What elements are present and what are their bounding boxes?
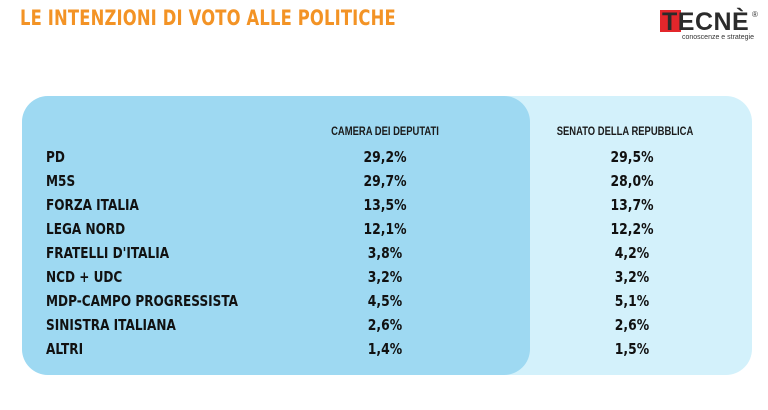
page-title: LE INTENZIONI DI VOTO ALLE POLITICHE [20, 6, 396, 30]
camera-value: 4,5% [367, 292, 403, 310]
senato-value: 3,2% [614, 268, 650, 286]
logo-tagline: conoscenze e strategie [682, 34, 754, 41]
camera-value: 29,7% [363, 172, 407, 190]
party-name: ALTRI [46, 340, 84, 358]
party-name: NCD + UDC [46, 268, 123, 286]
party-name: M5S [46, 172, 76, 190]
party-name: SINISTRA ITALIANA [46, 316, 176, 334]
column-header-camera: CAMERA DEI DEPUTATI [331, 126, 439, 138]
party-name: MDP-CAMPO PROGRESSISTA [46, 292, 239, 310]
camera-value: 12,1% [363, 220, 407, 238]
camera-panel [22, 96, 530, 375]
camera-value: 1,4% [367, 340, 403, 358]
senato-value: 5,1% [614, 292, 650, 310]
table-row: LEGA NORD 12,1% 12,2% [0, 220, 768, 244]
table-row: FRATELLI D'ITALIA 3,8% 4,2% [0, 244, 768, 268]
column-header-senato: SENATO DELLA REPUBBLICA [556, 126, 694, 138]
camera-value: 2,6% [367, 316, 403, 334]
senato-value: 4,2% [614, 244, 650, 262]
party-name: LEGA NORD [46, 220, 126, 238]
senato-value: 1,5% [614, 340, 650, 358]
table-row: PD 29,2% 29,5% [0, 148, 768, 172]
party-name: PD [46, 148, 65, 166]
camera-value: 13,5% [363, 196, 407, 214]
logo-registered-mark: ® [752, 10, 758, 19]
senato-value: 29,5% [610, 148, 654, 166]
table-row: NCD + UDC 3,2% 3,2% [0, 268, 768, 292]
camera-value: 3,2% [367, 268, 403, 286]
table-row: ALTRI 1,4% 1,5% [0, 340, 768, 364]
camera-value: 29,2% [363, 148, 407, 166]
party-name: FRATELLI D'ITALIA [46, 244, 170, 262]
senato-value: 13,7% [610, 196, 654, 214]
table-row: FORZA ITALIA 13,5% 13,7% [0, 196, 768, 220]
tecne-logo: TECNÈ ® conoscenze e strategie [660, 8, 760, 46]
logo-red-square [660, 10, 681, 32]
logo-wordmark: TECNÈ [662, 8, 750, 36]
senato-value: 28,0% [610, 172, 654, 190]
senato-value: 2,6% [614, 316, 650, 334]
senato-value: 12,2% [610, 220, 654, 238]
table-row: MDP-CAMPO PROGRESSISTA 4,5% 5,1% [0, 292, 768, 316]
table-row: SINISTRA ITALIANA 2,6% 2,6% [0, 316, 768, 340]
table-row: M5S 29,7% 28,0% [0, 172, 768, 196]
party-name: FORZA ITALIA [46, 196, 139, 214]
camera-value: 3,8% [367, 244, 403, 262]
